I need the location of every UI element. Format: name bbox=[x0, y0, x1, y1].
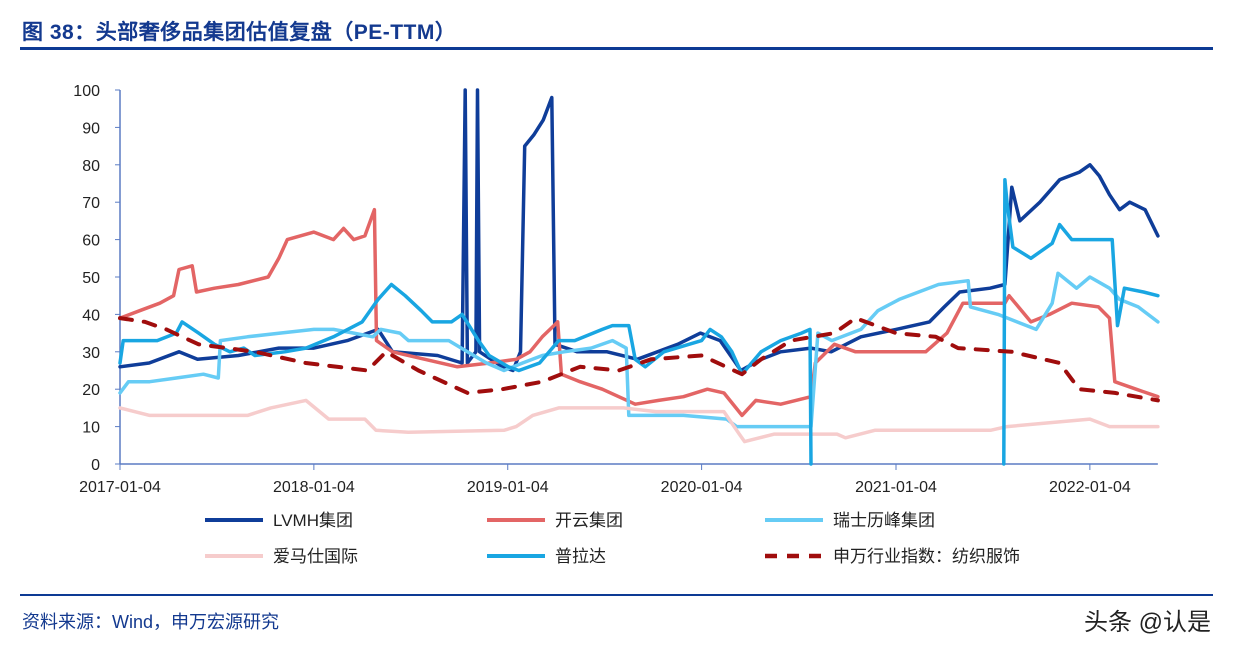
legend-label: 普拉达 bbox=[555, 547, 606, 566]
y-tick-label: 70 bbox=[82, 195, 100, 212]
legend-label: 爱马仕国际 bbox=[273, 547, 358, 566]
y-tick-label: 30 bbox=[82, 345, 100, 362]
legend-label: 开云集团 bbox=[555, 511, 623, 530]
y-tick-label: 60 bbox=[82, 233, 100, 250]
title-divider bbox=[20, 47, 1213, 50]
y-tick-label: 50 bbox=[82, 270, 100, 287]
series-lines bbox=[118, 88, 1160, 466]
x-tick-label: 2019-01-04 bbox=[467, 479, 549, 496]
figure-title: 图 38：头部奢侈品集团估值复盘（PE-TTM） bbox=[22, 21, 457, 44]
series-line-3 bbox=[118, 271, 1160, 429]
axes: 0 10 20 30 40 50 60 70 80 90 100 2017-01-04 2018-01-… bbox=[73, 83, 1158, 496]
y-tick-label: 40 bbox=[82, 307, 100, 324]
x-tick-label: 2021-01-04 bbox=[855, 479, 937, 496]
y-tick-label: 90 bbox=[82, 120, 100, 137]
y-tick-label: 100 bbox=[73, 83, 100, 100]
y-tick-label: 20 bbox=[82, 382, 100, 399]
series-line-2 bbox=[118, 207, 1160, 418]
line-chart: 0 10 20 30 40 50 60 70 80 90 100 2017-01-04 2018-01-… bbox=[73, 83, 1160, 566]
legend-label: LVMH集团 bbox=[273, 511, 353, 530]
legend-label: 申万行业指数：纺织服饰 bbox=[833, 547, 1020, 566]
y-tick-label: 0 bbox=[91, 457, 100, 474]
series-line-1 bbox=[118, 88, 1160, 373]
source-note: 资料来源：Wind，申万宏源研究 bbox=[22, 612, 280, 632]
footer-divider bbox=[20, 594, 1213, 596]
legend-label: 瑞士历峰集团 bbox=[833, 511, 935, 530]
series-line-5 bbox=[118, 178, 1160, 466]
series-line-6 bbox=[118, 316, 1160, 403]
y-tick-label: 80 bbox=[82, 158, 100, 175]
watermark: 头条 @认是 bbox=[1083, 609, 1211, 636]
x-tick-label: 2022-01-04 bbox=[1049, 479, 1131, 496]
series-line-4 bbox=[118, 398, 1160, 444]
y-tick-label: 10 bbox=[82, 420, 100, 437]
x-tick-label: 2020-01-04 bbox=[661, 479, 743, 496]
x-tick-label: 2018-01-04 bbox=[273, 479, 355, 496]
x-tick-label: 2017-01-04 bbox=[79, 479, 161, 496]
